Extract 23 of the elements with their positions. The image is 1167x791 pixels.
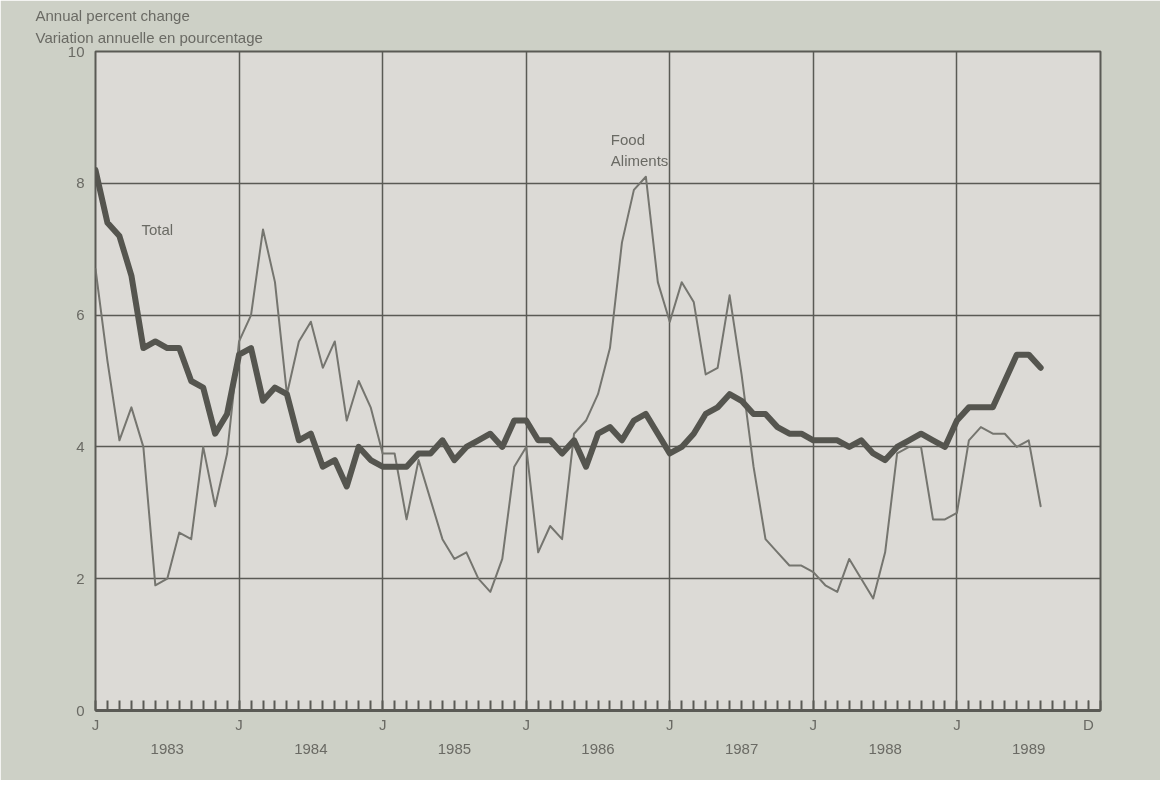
text: J <box>91 715 100 733</box>
y-tick-label: 6 <box>76 306 85 324</box>
series-label: Total <box>141 221 174 239</box>
series-label: Food Aliments <box>610 131 669 169</box>
text: J <box>809 715 818 733</box>
y-tick-label: 0 <box>76 701 85 719</box>
x-tick-label: 1988 <box>868 739 902 757</box>
x-tick-label: 1986 <box>581 739 615 757</box>
text: J <box>953 715 961 733</box>
x-tick-label: 1989 <box>1012 739 1046 757</box>
x-tick-label: 1984 <box>294 739 328 757</box>
text: J <box>666 715 674 733</box>
text: J <box>378 715 387 733</box>
x-tick-label: 1983 <box>150 739 184 757</box>
y-tick-label: 2 <box>76 569 85 587</box>
y-tick-label: 8 <box>76 174 85 192</box>
x-tick-label: 1987 <box>724 739 759 757</box>
text: J <box>235 715 243 733</box>
line-series <box>95 175 1042 600</box>
x-tick-label: 1985 <box>437 739 472 757</box>
text: J <box>522 715 530 733</box>
text: D <box>1083 715 1095 733</box>
y-tick-label: 4 <box>76 437 85 455</box>
